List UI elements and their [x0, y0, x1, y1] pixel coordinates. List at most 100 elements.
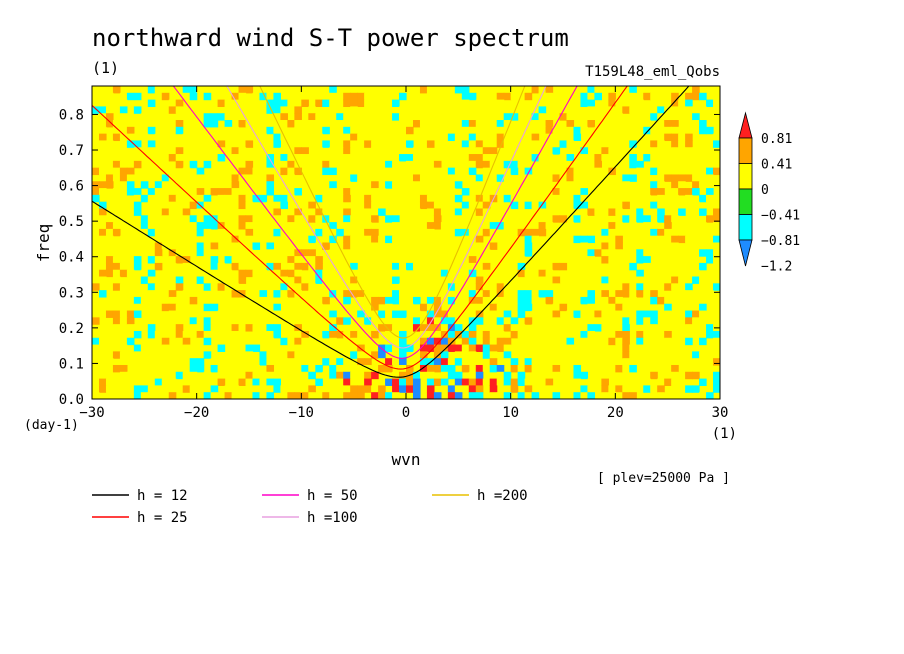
field-cell: [343, 188, 351, 196]
field-cell: [406, 160, 414, 169]
field-cell: [203, 351, 212, 359]
field-cell: [538, 269, 547, 278]
field-cell: [238, 235, 247, 244]
field-cell: [412, 310, 421, 318]
field-cell: [294, 249, 302, 257]
field-cell: [196, 188, 205, 196]
field-cell: [454, 133, 463, 142]
field-cell: [433, 310, 442, 318]
field-cell: [259, 167, 268, 176]
field-cell: [322, 140, 330, 148]
field-cell: [161, 276, 170, 284]
field-cell: [245, 174, 254, 182]
field-cell: [615, 188, 623, 196]
field-cell: [482, 133, 491, 142]
field-cell: [454, 256, 463, 264]
field-cell: [231, 242, 240, 250]
field-cell: [692, 174, 700, 182]
field-cell: [350, 330, 358, 339]
field-cell: [664, 364, 672, 373]
field-cell: [433, 283, 442, 291]
field-cell: [105, 235, 114, 244]
field-cell: [231, 290, 240, 298]
field-cell: [126, 324, 135, 332]
field-cell: [531, 371, 540, 380]
field-cell: [301, 133, 309, 142]
field-cell: [531, 256, 540, 264]
field-cell: [482, 290, 491, 298]
field-cell: [538, 113, 547, 121]
field-cell: [692, 310, 700, 318]
field-cell: [699, 296, 707, 305]
field-cell: [154, 228, 163, 237]
field-cell: [245, 140, 254, 148]
field-cell: [587, 324, 595, 332]
field-cell: [580, 208, 589, 216]
field-cell: [231, 324, 240, 332]
field-cell: [92, 283, 100, 291]
field-cell: [357, 351, 365, 359]
field-cell: [580, 392, 589, 399]
field-cell: [671, 167, 679, 176]
field-cell: [510, 364, 519, 373]
field-cell: [538, 86, 547, 94]
field-cell: [643, 106, 651, 114]
field-cell: [580, 99, 589, 108]
field-cell: [713, 86, 720, 94]
field-cell: [119, 106, 128, 114]
field-cell: [343, 290, 351, 298]
field-cell: [203, 106, 212, 114]
field-cell: [503, 242, 512, 250]
field-cell: [433, 337, 442, 346]
field-cell: [531, 235, 540, 244]
field-cell: [601, 330, 609, 339]
field-cell: [245, 242, 254, 250]
field-cell: [371, 235, 379, 244]
field-cell: [566, 181, 575, 189]
field-cell: [608, 154, 616, 162]
field-cell: [406, 140, 414, 148]
field-cell: [517, 392, 526, 399]
field-cell: [336, 276, 344, 284]
field-cell: [301, 371, 309, 380]
field-cell: [475, 371, 484, 380]
field-cell: [92, 133, 100, 142]
field-cell: [322, 99, 330, 108]
field-cell: [580, 371, 589, 380]
field-cell: [266, 126, 275, 135]
field-cell: [161, 92, 170, 101]
field-cell: [433, 208, 442, 216]
field-cell: [266, 99, 275, 108]
field-cell: [126, 188, 135, 196]
field-cell: [294, 276, 302, 284]
field-cell: [392, 276, 400, 284]
field-cell: [503, 344, 512, 352]
field-cell: [685, 126, 693, 135]
field-cell: [447, 371, 456, 380]
field-cell: [482, 174, 491, 182]
field-cell: [287, 392, 295, 399]
field-cell: [147, 296, 156, 305]
field-cell: [650, 92, 658, 101]
field-cell: [685, 188, 693, 196]
field-cell: [510, 181, 519, 189]
field-cell: [224, 126, 233, 135]
chart-title: northward wind S-T power spectrum: [92, 24, 569, 52]
field-cell: [343, 330, 351, 339]
field-cell: [566, 188, 575, 196]
field-cell: [364, 358, 372, 366]
field-cell: [440, 358, 449, 366]
field-cell: [615, 194, 623, 203]
field-cell: [580, 188, 589, 196]
field-cell: [308, 371, 316, 380]
field-cell: [280, 276, 288, 284]
field-cell: [664, 126, 672, 135]
field-cell: [671, 92, 679, 101]
field-cell: [406, 194, 414, 203]
field-cell: [126, 296, 135, 305]
field-cell: [629, 290, 637, 298]
field-cell: [489, 385, 498, 393]
field-cell: [280, 113, 288, 121]
field-cell: [699, 208, 707, 216]
field-cell: [419, 86, 428, 94]
